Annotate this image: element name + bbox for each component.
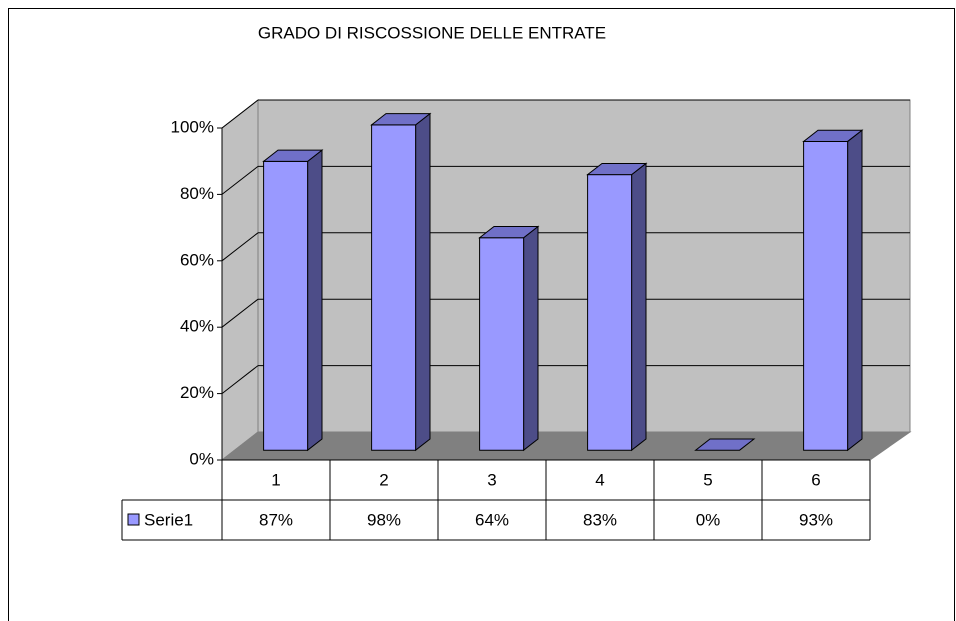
x-tick-label: 3 — [487, 470, 496, 489]
data-label: 83% — [583, 510, 617, 529]
data-label: 87% — [259, 510, 293, 529]
bar-side — [523, 225, 539, 452]
x-tick-label: 5 — [703, 470, 712, 489]
x-tick-label: 1 — [271, 470, 280, 489]
bar — [263, 160, 309, 451]
bar-side — [847, 129, 863, 452]
bar-top — [802, 129, 864, 142]
bar-top — [694, 438, 756, 451]
x-tick-label: 6 — [811, 470, 820, 489]
data-label: 64% — [475, 510, 509, 529]
y-tick-label: 60% — [180, 250, 214, 269]
legend-label: Serie1 — [144, 510, 193, 529]
bar-top — [478, 226, 540, 239]
data-label: 98% — [367, 510, 401, 529]
x-tick-label: 2 — [379, 470, 388, 489]
y-tick-label: 0% — [189, 449, 214, 468]
x-tick-label: 4 — [595, 470, 604, 489]
chart-title: GRADO DI RISCOSSIONE DELLE ENTRATE — [258, 23, 606, 42]
y-tick-label: 40% — [180, 317, 214, 336]
legend-swatch — [127, 513, 140, 526]
bar — [479, 237, 525, 451]
bar — [587, 174, 633, 451]
grid-line — [221, 232, 259, 262]
y-tick-label: 80% — [180, 184, 214, 203]
data-label: 93% — [799, 510, 833, 529]
bar-top — [262, 149, 324, 162]
bar — [803, 140, 849, 451]
bar-side — [307, 149, 323, 452]
side-wall — [221, 98, 259, 462]
bar-top — [370, 113, 432, 126]
bar-side — [631, 162, 647, 452]
bar-top — [586, 162, 648, 176]
data-label: 0% — [696, 510, 721, 529]
bar-side — [415, 112, 431, 452]
bar — [371, 124, 417, 451]
y-tick-label: 100% — [171, 117, 214, 136]
grid-line — [221, 365, 259, 394]
grid-line — [221, 166, 259, 195]
grid-line — [221, 99, 259, 129]
grid-line — [221, 298, 259, 328]
y-tick-label: 20% — [180, 383, 214, 402]
